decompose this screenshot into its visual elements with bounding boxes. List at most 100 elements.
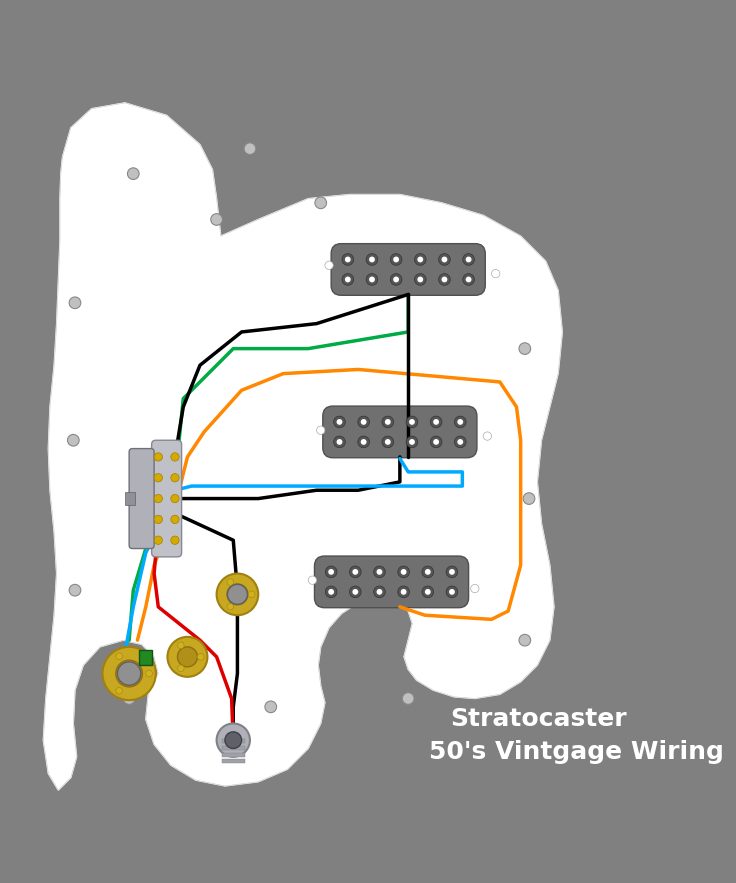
Circle shape xyxy=(466,276,472,283)
FancyBboxPatch shape xyxy=(314,556,469,608)
Circle shape xyxy=(414,274,426,285)
Circle shape xyxy=(406,416,418,427)
Circle shape xyxy=(382,436,394,448)
Circle shape xyxy=(350,566,361,577)
Circle shape xyxy=(315,197,327,208)
Circle shape xyxy=(358,436,369,448)
Bar xyxy=(222,759,245,764)
Circle shape xyxy=(227,603,233,610)
Circle shape xyxy=(369,257,375,262)
Circle shape xyxy=(116,660,143,687)
Circle shape xyxy=(225,732,241,749)
Circle shape xyxy=(333,436,345,448)
Circle shape xyxy=(328,589,334,595)
Circle shape xyxy=(210,214,222,225)
Circle shape xyxy=(409,439,415,445)
Circle shape xyxy=(358,416,369,427)
Circle shape xyxy=(431,436,442,448)
Circle shape xyxy=(409,419,415,425)
Circle shape xyxy=(385,419,391,425)
Circle shape xyxy=(434,439,439,445)
Circle shape xyxy=(336,419,342,425)
Circle shape xyxy=(397,566,409,577)
Circle shape xyxy=(345,276,351,283)
Circle shape xyxy=(336,439,342,445)
Bar xyxy=(139,650,152,665)
Circle shape xyxy=(353,589,358,595)
Circle shape xyxy=(374,586,385,598)
Circle shape xyxy=(385,439,391,445)
Circle shape xyxy=(102,647,156,700)
Circle shape xyxy=(400,589,406,595)
Circle shape xyxy=(171,515,179,524)
Circle shape xyxy=(69,297,81,309)
Circle shape xyxy=(377,589,383,595)
Bar xyxy=(222,739,245,743)
Circle shape xyxy=(216,723,250,757)
Circle shape xyxy=(457,439,463,445)
Circle shape xyxy=(439,253,450,265)
Polygon shape xyxy=(43,102,562,790)
Circle shape xyxy=(422,586,434,598)
Circle shape xyxy=(463,274,475,285)
Circle shape xyxy=(390,253,402,265)
Circle shape xyxy=(333,416,345,427)
Circle shape xyxy=(382,416,394,427)
Circle shape xyxy=(442,276,447,283)
Circle shape xyxy=(397,586,409,598)
Circle shape xyxy=(325,566,337,577)
Circle shape xyxy=(116,653,122,660)
Circle shape xyxy=(431,416,442,427)
Circle shape xyxy=(248,591,255,598)
Circle shape xyxy=(328,569,334,575)
Circle shape xyxy=(483,432,492,441)
Circle shape xyxy=(403,692,414,705)
Text: Stratocaster: Stratocaster xyxy=(450,706,626,731)
Circle shape xyxy=(216,574,258,615)
Circle shape xyxy=(124,692,135,705)
Circle shape xyxy=(154,536,163,545)
Circle shape xyxy=(446,566,458,577)
Circle shape xyxy=(171,494,179,502)
Circle shape xyxy=(422,566,434,577)
Circle shape xyxy=(369,276,375,283)
Bar xyxy=(222,752,245,757)
Circle shape xyxy=(457,419,463,425)
Circle shape xyxy=(439,274,450,285)
Circle shape xyxy=(168,637,208,677)
Circle shape xyxy=(523,493,535,504)
Circle shape xyxy=(366,253,378,265)
Circle shape xyxy=(197,653,204,660)
Circle shape xyxy=(171,536,179,545)
Bar xyxy=(125,492,135,505)
Circle shape xyxy=(454,436,466,448)
Circle shape xyxy=(227,578,233,585)
Circle shape xyxy=(519,343,531,354)
Circle shape xyxy=(366,274,378,285)
Circle shape xyxy=(177,665,184,672)
Circle shape xyxy=(361,419,367,425)
Circle shape xyxy=(434,419,439,425)
Circle shape xyxy=(244,143,255,155)
Circle shape xyxy=(265,701,277,713)
Circle shape xyxy=(350,586,361,598)
Circle shape xyxy=(361,439,367,445)
FancyBboxPatch shape xyxy=(152,441,182,557)
Circle shape xyxy=(417,276,423,283)
Bar xyxy=(222,746,245,751)
Circle shape xyxy=(116,688,122,694)
Circle shape xyxy=(154,473,163,482)
Circle shape xyxy=(353,569,358,575)
Circle shape xyxy=(146,670,152,677)
Circle shape xyxy=(69,585,81,596)
Circle shape xyxy=(377,569,383,575)
Circle shape xyxy=(177,647,197,667)
Circle shape xyxy=(325,586,337,598)
Text: 50's Vintgage Wiring: 50's Vintgage Wiring xyxy=(429,740,724,764)
Circle shape xyxy=(492,269,500,278)
Circle shape xyxy=(442,257,447,262)
Circle shape xyxy=(471,585,479,592)
Circle shape xyxy=(449,569,455,575)
Circle shape xyxy=(454,416,466,427)
Circle shape xyxy=(414,253,426,265)
